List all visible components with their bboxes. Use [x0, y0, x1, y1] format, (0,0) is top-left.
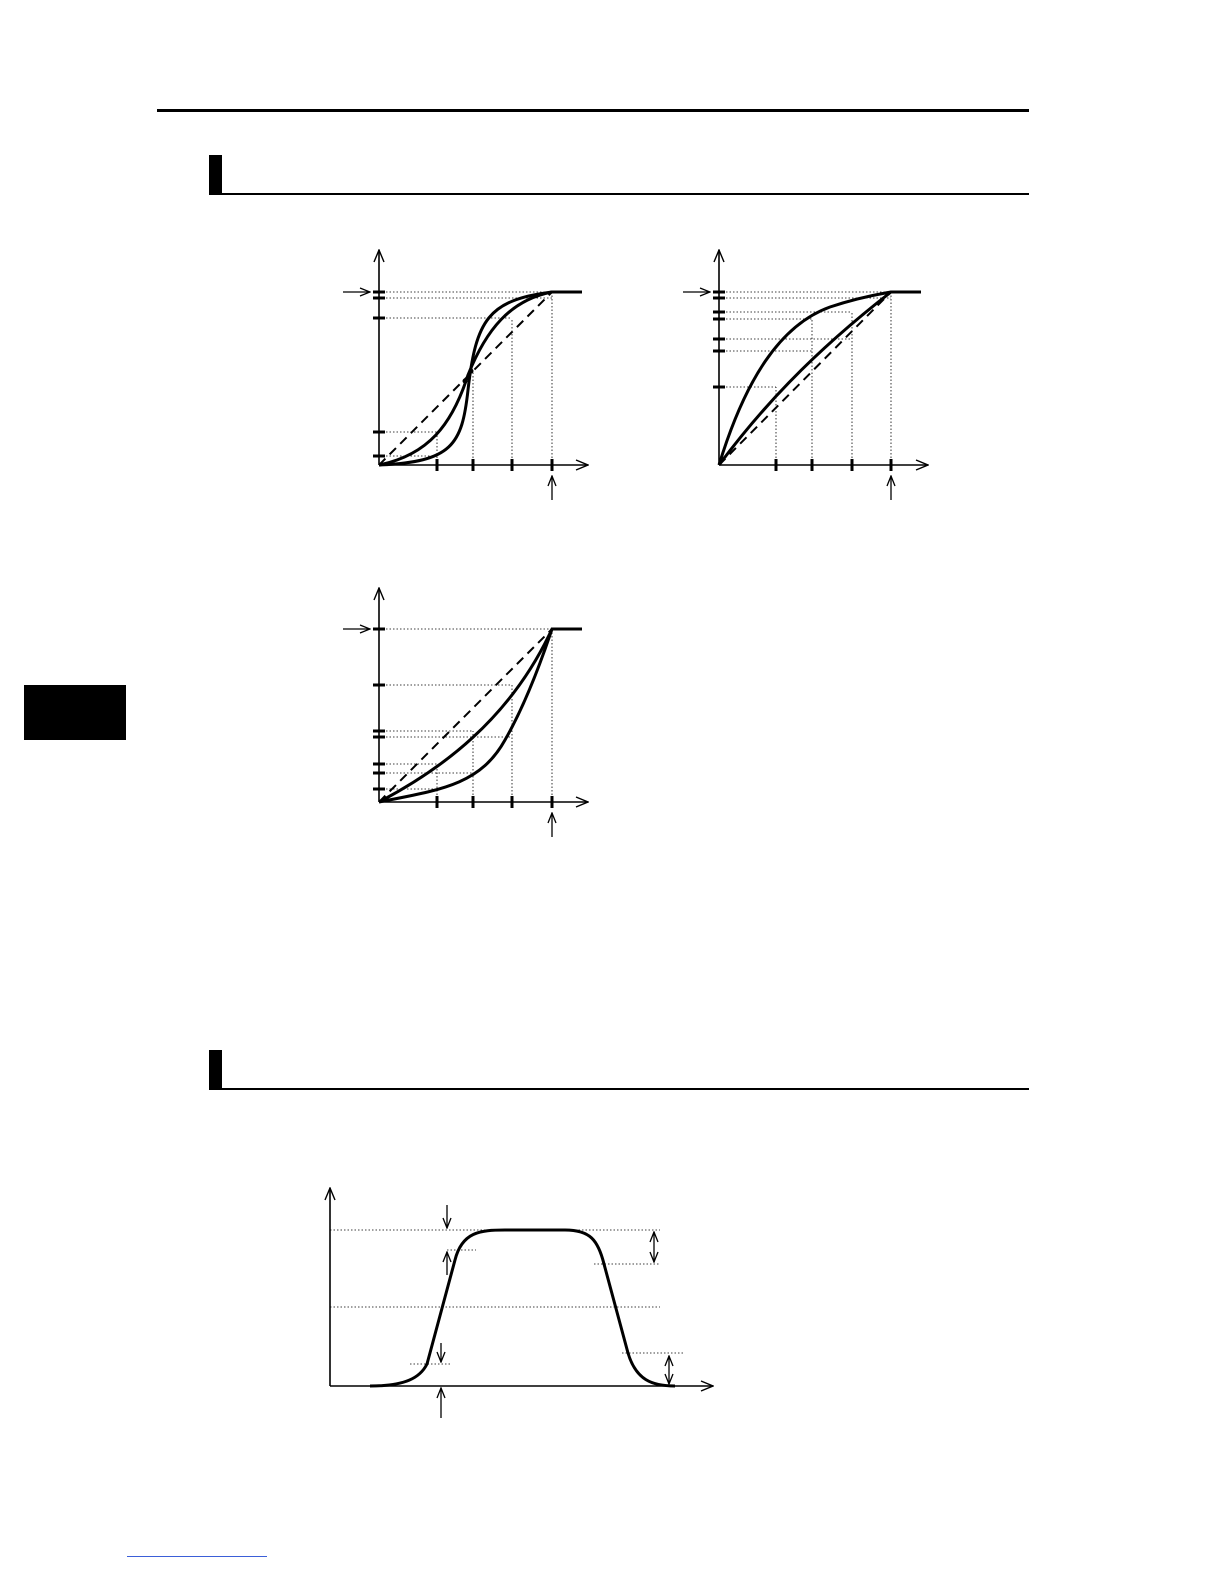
section-heading-1: [209, 155, 1029, 195]
linear-reference-line: [378, 628, 553, 803]
guide-lines: [330, 1229, 683, 1365]
section-heading-marker: [209, 1050, 222, 1088]
y-ticks: [373, 290, 385, 458]
rise-plateau-fall-curve: [369, 1228, 676, 1388]
y-ticks: [373, 627, 385, 791]
steep-s-curve: [378, 290, 582, 467]
guide-lines: [719, 291, 892, 465]
guide-lines: [379, 291, 553, 465]
concave-up-chart: [343, 588, 588, 837]
x-ticks: [774, 459, 893, 471]
chapter-tab: [24, 685, 126, 740]
trapezoid-profile-chart: [330, 1188, 713, 1418]
s-curve-chart: [343, 250, 588, 500]
linear-reference-line: [718, 291, 892, 466]
section-heading-rule: [209, 193, 1029, 195]
header-rule: [157, 109, 1029, 112]
gentle-s-curve: [378, 290, 553, 467]
x-ticks: [435, 459, 554, 471]
weak-arc-curve: [717, 290, 892, 466]
inflection-point: [462, 378, 468, 384]
concave-down-chart: [683, 250, 928, 500]
weak-arc-curve: [378, 627, 582, 804]
footer-link-underline[interactable]: [127, 1556, 267, 1557]
x-ticks: [435, 796, 554, 808]
inflection-point: [468, 368, 474, 374]
section-heading-marker: [209, 155, 222, 193]
strong-arc-curve: [717, 290, 921, 466]
y-ticks: [713, 290, 725, 389]
section-heading-rule: [209, 1088, 1029, 1090]
section-heading-2: [209, 1050, 1029, 1090]
strong-arc-curve: [378, 628, 554, 804]
